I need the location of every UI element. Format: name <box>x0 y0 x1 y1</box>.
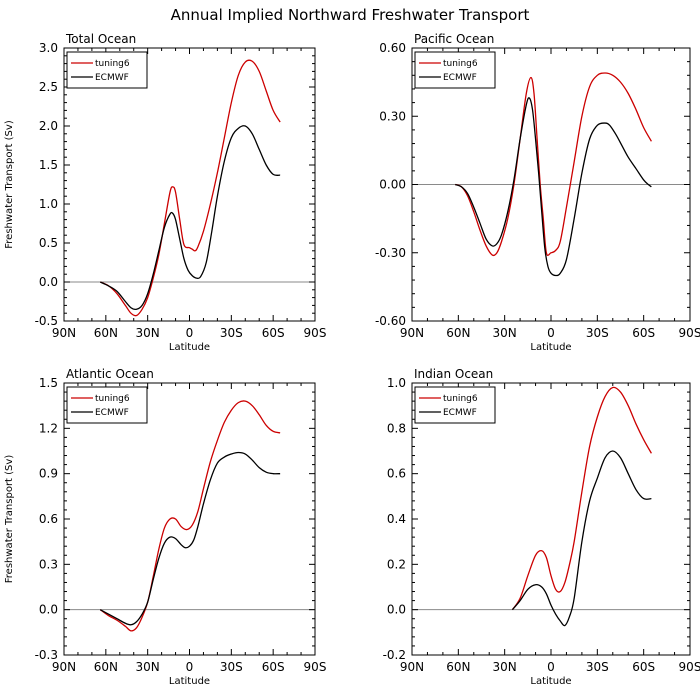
x-tick-label: 30S <box>220 660 243 674</box>
x-tick-label: 0 <box>547 660 555 674</box>
legend-label: ECMWF <box>95 408 129 418</box>
x-tick-label: 90S <box>304 660 327 674</box>
y-tick-label: 1.5 <box>39 376 58 390</box>
y-tick-label: -0.5 <box>35 314 58 328</box>
x-tick-label: 90N <box>400 660 424 674</box>
x-tick-label: 60S <box>262 326 285 340</box>
y-axis-label: Freshwater Transport (Sv) <box>4 455 15 584</box>
legend-box <box>66 386 148 424</box>
legend-label: ECMWF <box>443 73 477 83</box>
series-line-1 <box>511 386 652 611</box>
x-tick-label: 90N <box>400 326 424 340</box>
y-axis-label: Freshwater Transport (Sv) <box>4 120 15 249</box>
y-tick-label: 1.2 <box>39 421 58 435</box>
plot-frame <box>63 47 316 322</box>
y-tick-label: 1.0 <box>387 376 406 390</box>
series-line-1 <box>99 400 281 632</box>
y-tick-label: 0.0 <box>39 603 58 617</box>
x-axis-label: Latitude <box>169 342 210 353</box>
panel-title: Atlantic Ocean <box>66 367 154 381</box>
y-tick-label: 1.0 <box>39 197 58 211</box>
y-tick-label: 2.5 <box>39 80 58 94</box>
x-tick-label: 90S <box>679 660 700 674</box>
x-tick-label: 90S <box>304 326 327 340</box>
y-tick-label: 3.0 <box>39 41 58 55</box>
legend-label: tuning6 <box>95 59 130 69</box>
figure-title: Annual Implied Northward Freshwater Tran… <box>171 6 530 24</box>
y-tick-label: 0.6 <box>387 467 406 481</box>
x-tick-label: 30N <box>493 660 517 674</box>
y-tick-label: 0.00 <box>379 178 406 192</box>
panel-1: 90N 60N 30N 0 30S 60S 90S -0.5 0.0 0.5 1.0 1.5 2.0 2.… <box>4 32 326 353</box>
panel-2: 90N 60N 30N 0 30S 60S 90S -0.60 -0.30 0.00 0.30 0.6… <box>375 32 700 353</box>
panel-title: Pacific Ocean <box>414 32 494 46</box>
y-tick-label: 0.60 <box>379 41 406 55</box>
legend-label: tuning6 <box>443 59 478 69</box>
y-tick-label: -0.30 <box>375 246 406 260</box>
x-tick-label: 30S <box>220 326 243 340</box>
y-tick-label: -0.3 <box>35 648 58 662</box>
y-tick-label: 0.30 <box>379 109 406 123</box>
panel-3: 90N 60N 30N 0 30S 60S 90S -0.3 0.0 0.3 0.6 0.9 1.2 1.… <box>4 367 326 687</box>
x-tick-label: 60N <box>446 660 470 674</box>
x-tick-label: 30N <box>136 660 160 674</box>
y-tick-label: 0.2 <box>387 557 406 571</box>
legend-label: tuning6 <box>443 394 478 404</box>
y-tick-label: 2.0 <box>39 119 58 133</box>
series-line-2 <box>511 450 652 627</box>
y-tick-label: 1.5 <box>39 158 58 172</box>
y-tick-label: 0.8 <box>387 421 406 435</box>
legend: tuning6 ECMWF <box>414 386 496 424</box>
x-tick-label: 30N <box>493 326 517 340</box>
legend-box <box>414 386 496 424</box>
plot-frame <box>411 382 691 656</box>
legend: tuning6 ECMWF <box>66 51 148 89</box>
y-tick-label: -0.60 <box>375 314 406 328</box>
legend-box <box>66 51 148 89</box>
y-tick-label: 0.9 <box>39 467 58 481</box>
legend-label: ECMWF <box>443 408 477 418</box>
x-tick-label: 60N <box>446 326 470 340</box>
series-line-1 <box>455 72 652 257</box>
x-axis-label: Latitude <box>530 342 571 353</box>
x-tick-label: 0 <box>186 326 194 340</box>
legend-box <box>414 51 496 89</box>
series-line-2 <box>99 125 281 311</box>
y-tick-label: 0.5 <box>39 236 58 250</box>
x-tick-label: 0 <box>186 660 194 674</box>
series-line-2 <box>455 97 652 277</box>
y-tick-label: 0.4 <box>387 512 406 526</box>
x-axis-label: Latitude <box>530 676 571 687</box>
legend-label: ECMWF <box>95 73 129 83</box>
x-tick-label: 60N <box>94 326 118 340</box>
panel-title: Indian Ocean <box>414 367 493 381</box>
x-tick-label: 60S <box>262 660 285 674</box>
x-axis-label: Latitude <box>169 676 210 687</box>
x-tick-label: 90N <box>52 660 76 674</box>
y-tick-label: 0.6 <box>39 512 58 526</box>
x-tick-label: 30S <box>586 660 609 674</box>
x-tick-label: 30N <box>136 326 160 340</box>
panel-4: 90N 60N 30N 0 30S 60S 90S -0.2 0.0 0.2 0.4 0.6 0.8 1.… <box>383 367 700 687</box>
y-tick-label: 0.0 <box>39 275 58 289</box>
series-line-1 <box>99 59 281 317</box>
legend-label: tuning6 <box>95 394 130 404</box>
y-tick-label: -0.2 <box>383 648 406 662</box>
x-tick-label: 60S <box>632 326 655 340</box>
x-tick-label: 60N <box>94 660 118 674</box>
y-tick-label: 0.3 <box>39 557 58 571</box>
x-tick-label: 90S <box>679 326 700 340</box>
x-tick-label: 60S <box>632 660 655 674</box>
panel-title: Total Ocean <box>65 32 136 46</box>
x-tick-label: 90N <box>52 326 76 340</box>
x-tick-label: 0 <box>547 326 555 340</box>
series-line-2 <box>99 451 281 626</box>
x-tick-label: 30S <box>586 326 609 340</box>
legend: tuning6 ECMWF <box>414 51 496 89</box>
plot-frame <box>63 382 316 656</box>
y-tick-label: 0.0 <box>387 603 406 617</box>
legend: tuning6 ECMWF <box>66 386 148 424</box>
